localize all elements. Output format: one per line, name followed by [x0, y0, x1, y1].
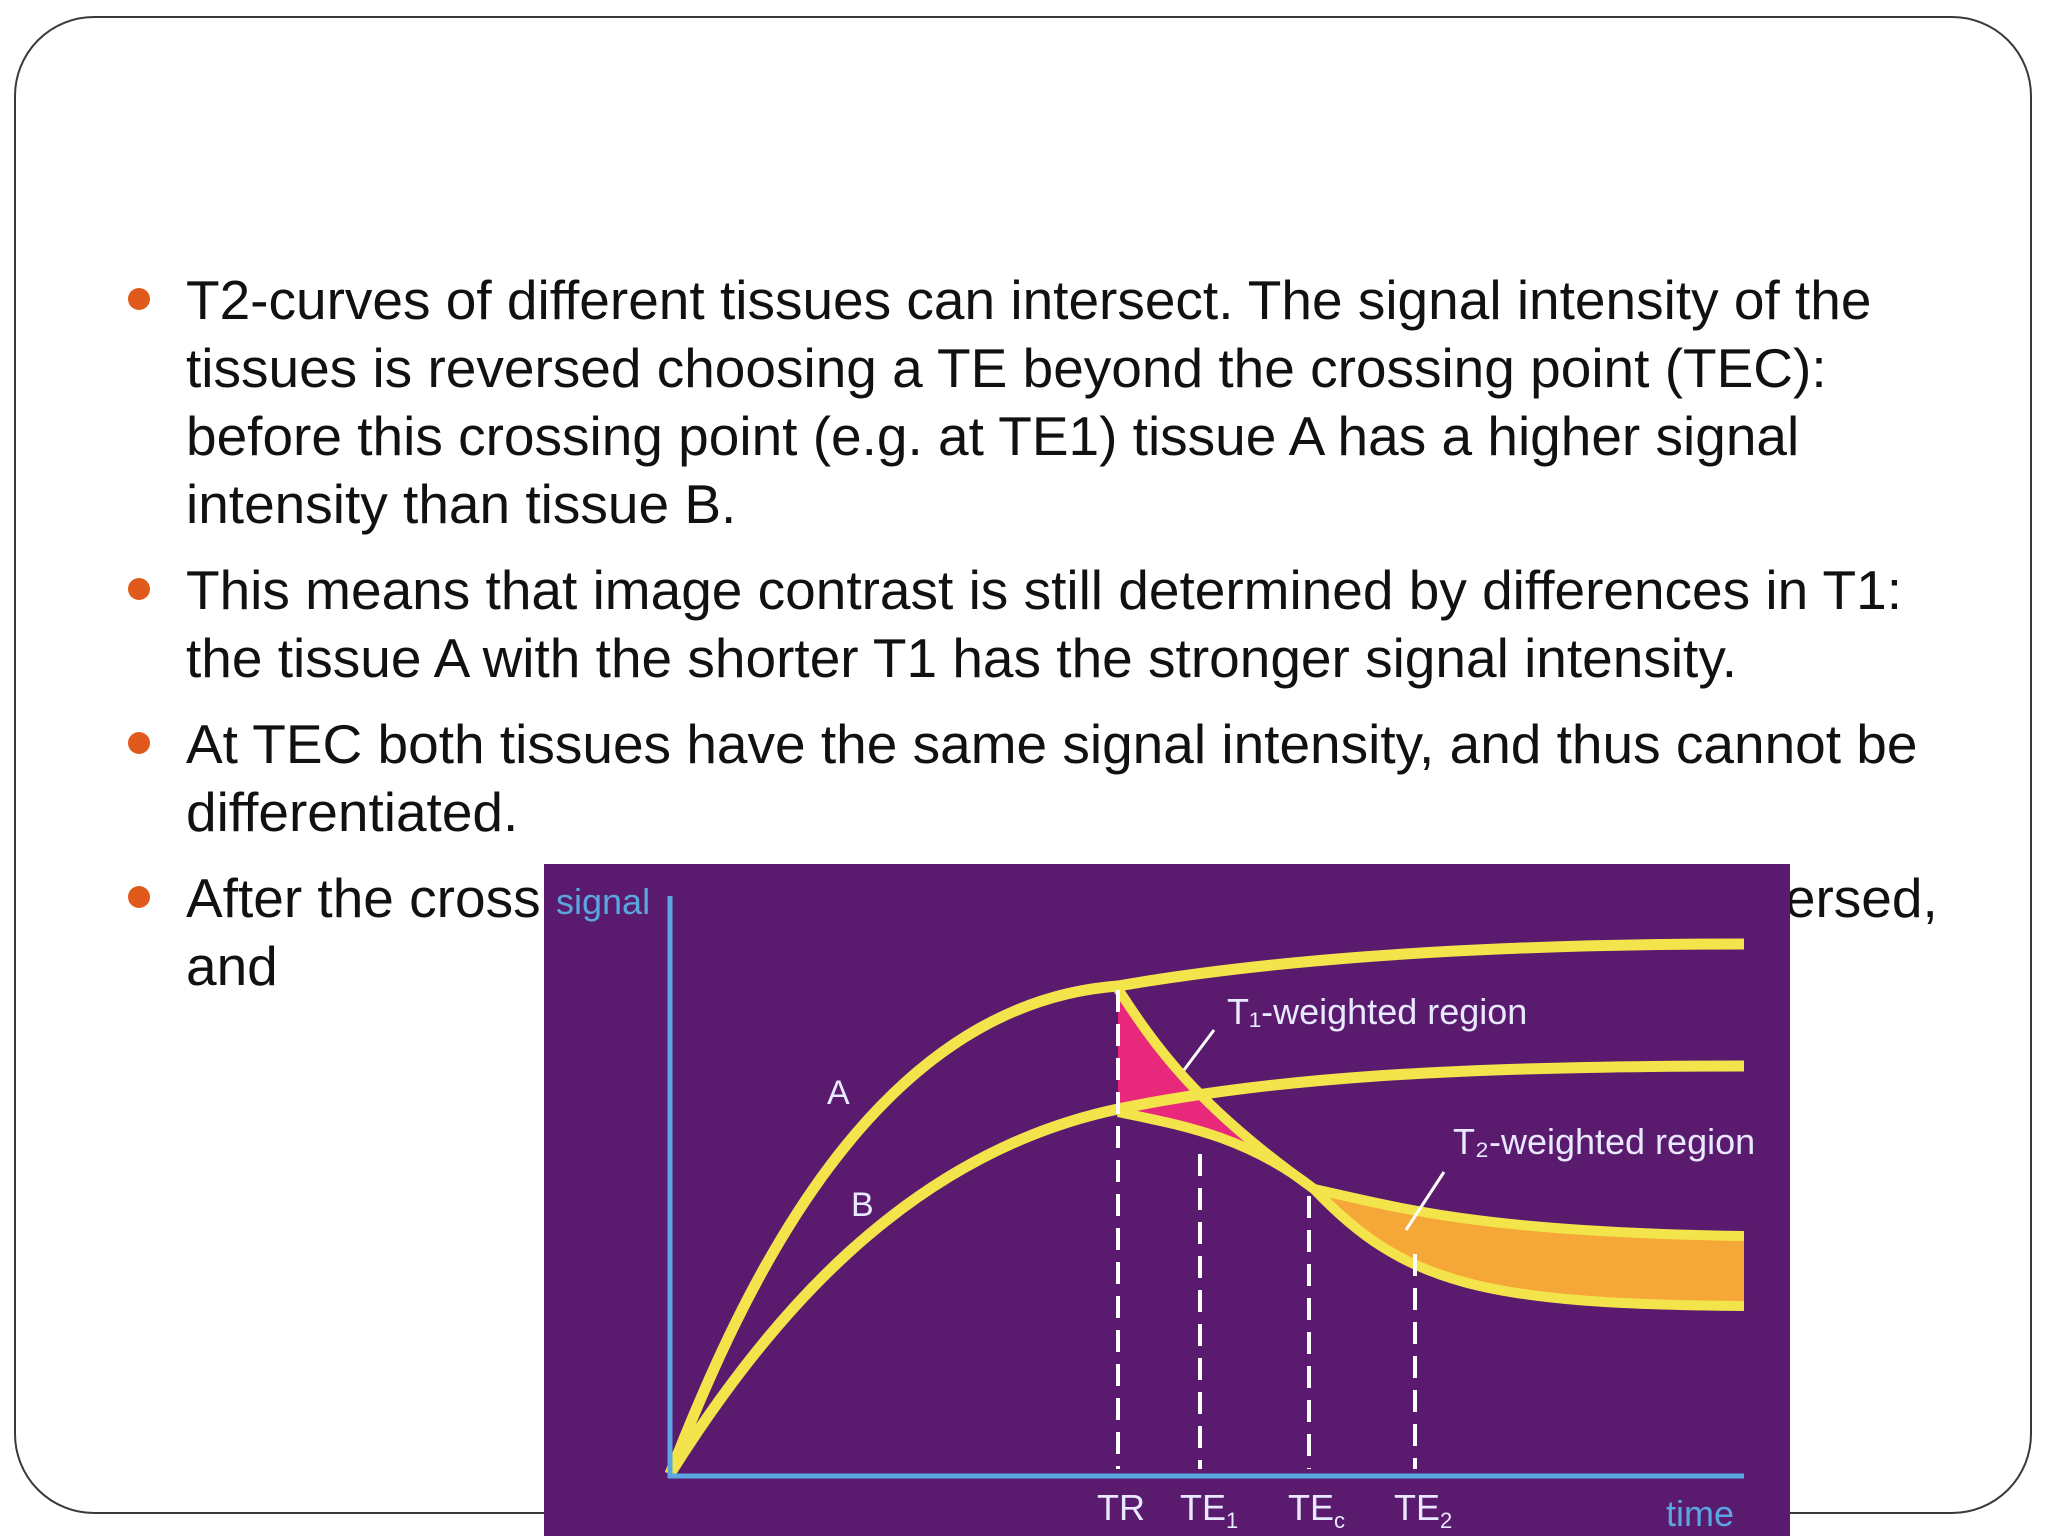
t1-weighted-region — [1118, 989, 1314, 1189]
y-axis-label: signal — [556, 881, 650, 922]
bullet-text: T2-curves of different tissues can inter… — [186, 269, 1872, 535]
curve-b-label: B — [851, 1186, 874, 1224]
bullet-dot-icon — [128, 732, 150, 754]
curve-a-label: A — [827, 1074, 850, 1112]
figure-svg: signal time A B T₁-weighted region T₂-we… — [556, 881, 1755, 1534]
t1-t2-weighting-figure: signal time A B T₁-weighted region T₂-we… — [544, 864, 1790, 1536]
tick-label-te2-main: TE — [1394, 1487, 1440, 1528]
tick-label-tec-main: TE — [1288, 1487, 1334, 1528]
tick-label-tec: TEc — [1288, 1487, 1345, 1533]
tick-label-tr: TR — [1097, 1487, 1145, 1528]
bullet-dot-icon — [128, 886, 150, 908]
tick-label-te1-sub: 1 — [1226, 1508, 1238, 1533]
tick-label-tec-sub: c — [1334, 1508, 1345, 1533]
t2-region-label: T₂-weighted region — [1453, 1121, 1755, 1162]
tick-label-te1: TE1 — [1180, 1487, 1238, 1533]
t1-region-label: T₁-weighted region — [1227, 991, 1527, 1032]
bullet-dot-icon — [128, 578, 150, 600]
bullet-dot-icon — [128, 288, 150, 310]
t1-label-leader — [1182, 1029, 1216, 1071]
bullet-text: This means that image contrast is still … — [186, 559, 1902, 689]
t2-label-leader — [1404, 1171, 1446, 1231]
bullet-item: This means that image contrast is still … — [128, 556, 1958, 692]
tick-label-te1-main: TE — [1180, 1487, 1226, 1528]
bullet-item: T2-curves of different tissues can inter… — [128, 266, 1958, 538]
t2-weighted-region — [1314, 1189, 1744, 1306]
x-axis-label: time — [1666, 1493, 1734, 1534]
decay-curve-b — [1116, 1107, 1745, 1241]
tick-label-te2: TE2 — [1394, 1487, 1452, 1533]
bullet-text: At TEC both tissues have the same signal… — [186, 713, 1918, 843]
curve-a — [664, 938, 1745, 1476]
bullet-item: At TEC both tissues have the same signal… — [128, 710, 1958, 846]
decay-curve-a — [1113, 986, 1745, 1311]
tick-label-te2-sub: 2 — [1440, 1508, 1452, 1533]
